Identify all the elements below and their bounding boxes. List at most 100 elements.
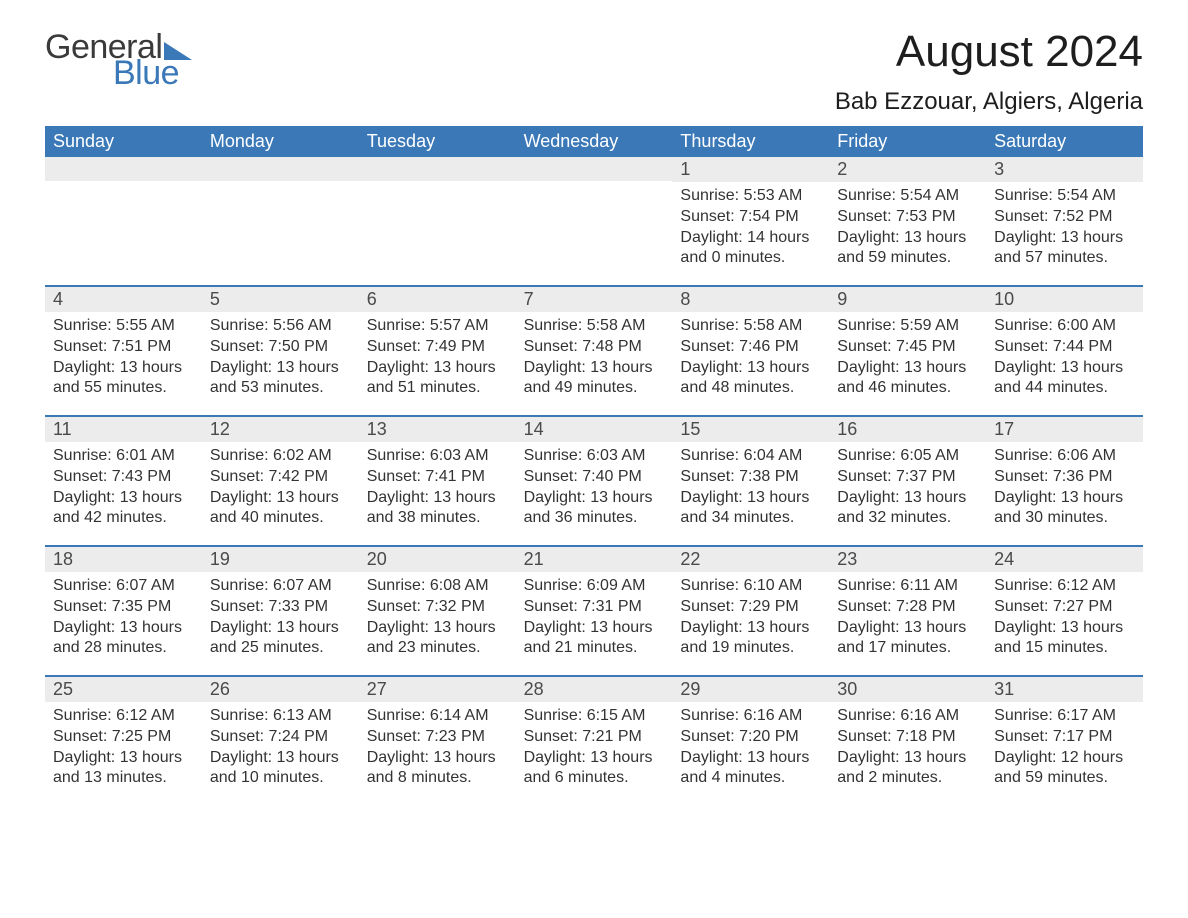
daylight-text: Daylight: 13 hours and 8 minutes. — [367, 748, 508, 790]
day-number: 3 — [986, 157, 1143, 182]
sunrise-text: Sunrise: 6:13 AM — [210, 706, 351, 727]
sunset-text: Sunset: 7:32 PM — [367, 597, 508, 618]
day-body: Sunrise: 6:02 AMSunset: 7:42 PMDaylight:… — [202, 442, 359, 535]
weekday-header: Wednesday — [516, 126, 673, 157]
day-body: Sunrise: 5:54 AMSunset: 7:53 PMDaylight:… — [829, 182, 986, 275]
day-body: Sunrise: 5:59 AMSunset: 7:45 PMDaylight:… — [829, 312, 986, 405]
daylight-text: Daylight: 13 hours and 55 minutes. — [53, 358, 194, 400]
sunrise-text: Sunrise: 6:08 AM — [367, 576, 508, 597]
daylight-text: Daylight: 13 hours and 10 minutes. — [210, 748, 351, 790]
sunrise-text: Sunrise: 5:54 AM — [837, 186, 978, 207]
day-cell: 17Sunrise: 6:06 AMSunset: 7:36 PMDayligh… — [986, 417, 1143, 545]
day-cell: 11Sunrise: 6:01 AMSunset: 7:43 PMDayligh… — [45, 417, 202, 545]
day-cell: 29Sunrise: 6:16 AMSunset: 7:20 PMDayligh… — [672, 677, 829, 805]
daylight-text: Daylight: 13 hours and 25 minutes. — [210, 618, 351, 660]
day-number: 13 — [359, 417, 516, 442]
day-body: Sunrise: 6:06 AMSunset: 7:36 PMDaylight:… — [986, 442, 1143, 535]
sunset-text: Sunset: 7:36 PM — [994, 467, 1135, 488]
day-cell: 8Sunrise: 5:58 AMSunset: 7:46 PMDaylight… — [672, 287, 829, 415]
day-number — [45, 157, 202, 181]
sunrise-text: Sunrise: 6:16 AM — [837, 706, 978, 727]
day-number: 27 — [359, 677, 516, 702]
daylight-text: Daylight: 13 hours and 23 minutes. — [367, 618, 508, 660]
day-body: Sunrise: 6:16 AMSunset: 7:18 PMDaylight:… — [829, 702, 986, 795]
sunset-text: Sunset: 7:44 PM — [994, 337, 1135, 358]
sunrise-text: Sunrise: 6:06 AM — [994, 446, 1135, 467]
day-cell: 14Sunrise: 6:03 AMSunset: 7:40 PMDayligh… — [516, 417, 673, 545]
calendar-week: 4Sunrise: 5:55 AMSunset: 7:51 PMDaylight… — [45, 285, 1143, 415]
day-cell: 25Sunrise: 6:12 AMSunset: 7:25 PMDayligh… — [45, 677, 202, 805]
sunrise-text: Sunrise: 6:03 AM — [367, 446, 508, 467]
day-cell: 3Sunrise: 5:54 AMSunset: 7:52 PMDaylight… — [986, 157, 1143, 285]
weekday-header: Thursday — [672, 126, 829, 157]
weekday-header: Friday — [829, 126, 986, 157]
day-number: 4 — [45, 287, 202, 312]
sunset-text: Sunset: 7:51 PM — [53, 337, 194, 358]
day-cell — [202, 157, 359, 285]
weeks-container: 1Sunrise: 5:53 AMSunset: 7:54 PMDaylight… — [45, 157, 1143, 805]
day-body: Sunrise: 6:12 AMSunset: 7:27 PMDaylight:… — [986, 572, 1143, 665]
day-cell: 26Sunrise: 6:13 AMSunset: 7:24 PMDayligh… — [202, 677, 359, 805]
day-body: Sunrise: 5:58 AMSunset: 7:46 PMDaylight:… — [672, 312, 829, 405]
logo-text-blue: Blue — [45, 56, 192, 90]
day-number — [202, 157, 359, 181]
title-block: August 2024 Bab Ezzouar, Algiers, Algeri… — [835, 30, 1143, 116]
day-cell: 7Sunrise: 5:58 AMSunset: 7:48 PMDaylight… — [516, 287, 673, 415]
day-body: Sunrise: 5:57 AMSunset: 7:49 PMDaylight:… — [359, 312, 516, 405]
day-number: 6 — [359, 287, 516, 312]
day-number — [516, 157, 673, 181]
day-number: 28 — [516, 677, 673, 702]
calendar-week: 11Sunrise: 6:01 AMSunset: 7:43 PMDayligh… — [45, 415, 1143, 545]
sunset-text: Sunset: 7:33 PM — [210, 597, 351, 618]
day-number: 23 — [829, 547, 986, 572]
sunset-text: Sunset: 7:29 PM — [680, 597, 821, 618]
day-cell: 28Sunrise: 6:15 AMSunset: 7:21 PMDayligh… — [516, 677, 673, 805]
day-body — [202, 181, 359, 191]
sunrise-text: Sunrise: 6:12 AM — [53, 706, 194, 727]
calendar-week: 25 Sunrise: 6:12 AMSunset: 7:25 PM Dayligh… — [45, 675, 1143, 805]
daylight-text: Daylight: 13 hours and 57 minutes. — [994, 228, 1135, 270]
sunset-text: Sunset: 7:25 PM — [53, 727, 194, 748]
weekday-header: Monday — [202, 126, 359, 157]
day-cell: 19 Sunrise: 6:07 AMSunset: 7:33 PMDayligh… — [202, 547, 359, 675]
daylight-text: Daylight: 13 hours and 34 minutes. — [680, 488, 821, 530]
day-body: Sunrise: 6:10 AMSunset: 7:29 PMDaylight:… — [672, 572, 829, 665]
day-cell: 10Sunrise: 6:00 AMSunset: 7:44 PMDayligh… — [986, 287, 1143, 415]
day-number: 8 — [672, 287, 829, 312]
daylight-text: Daylight: 13 hours and 59 minutes. — [837, 228, 978, 270]
day-number: 25 — [45, 677, 202, 702]
daylight-text: Daylight: 12 hours and 59 minutes. — [994, 748, 1135, 790]
sunset-text: Sunset: 7:52 PM — [994, 207, 1135, 228]
day-body: Sunrise: 5:54 AMSunset: 7:52 PMDaylight:… — [986, 182, 1143, 275]
day-cell: 27Sunrise: 6:14 AMSunset: 7:23 PMDayligh… — [359, 677, 516, 805]
day-number: 29 — [672, 677, 829, 702]
sunrise-text: Sunrise: 6:07 AM — [53, 576, 194, 597]
sunrise-text: Sunrise: 5:58 AM — [524, 316, 665, 337]
day-cell: 22Sunrise: 6:10 AMSunset: 7:29 PMDayligh… — [672, 547, 829, 675]
day-number: 17 — [986, 417, 1143, 442]
sunset-text: Sunset: 7:40 PM — [524, 467, 665, 488]
day-cell: 13Sunrise: 6:03 AMSunset: 7:41 PMDayligh… — [359, 417, 516, 545]
weekday-header: Tuesday — [359, 126, 516, 157]
day-cell: 5Sunrise: 5:56 AMSunset: 7:50 PMDaylight… — [202, 287, 359, 415]
day-body: Sunrise: 6:17 AMSunset: 7:17 PMDaylight:… — [986, 702, 1143, 795]
calendar: Sunday Monday Tuesday Wednesday Thursday… — [45, 126, 1143, 805]
day-number: 19 — [202, 547, 359, 572]
day-body: Sunrise: 6:04 AMSunset: 7:38 PMDaylight:… — [672, 442, 829, 535]
sunrise-text: Sunrise: 6:03 AM — [524, 446, 665, 467]
day-cell: 9Sunrise: 5:59 AMSunset: 7:45 PMDaylight… — [829, 287, 986, 415]
sunrise-text: Sunrise: 6:09 AM — [524, 576, 665, 597]
sunset-text: Sunset: 7:28 PM — [837, 597, 978, 618]
sunrise-text: Sunrise: 6:05 AM — [837, 446, 978, 467]
day-cell: 16Sunrise: 6:05 AMSunset: 7:37 PMDayligh… — [829, 417, 986, 545]
sunset-text: Sunset: 7:41 PM — [367, 467, 508, 488]
page-title: August 2024 — [835, 30, 1143, 74]
daylight-text: Daylight: 13 hours and 42 minutes. — [53, 488, 194, 530]
sunrise-text: Sunrise: 6:07 AM — [210, 576, 351, 597]
day-number: 18 — [45, 547, 202, 572]
header: General Blue August 2024 Bab Ezzouar, Al… — [45, 30, 1143, 116]
day-body — [45, 181, 202, 191]
day-body: Sunrise: 6:13 AMSunset: 7:24 PMDaylight:… — [202, 702, 359, 795]
daylight-text: Daylight: 13 hours and 15 minutes. — [994, 618, 1135, 660]
logo: General Blue — [45, 30, 192, 90]
